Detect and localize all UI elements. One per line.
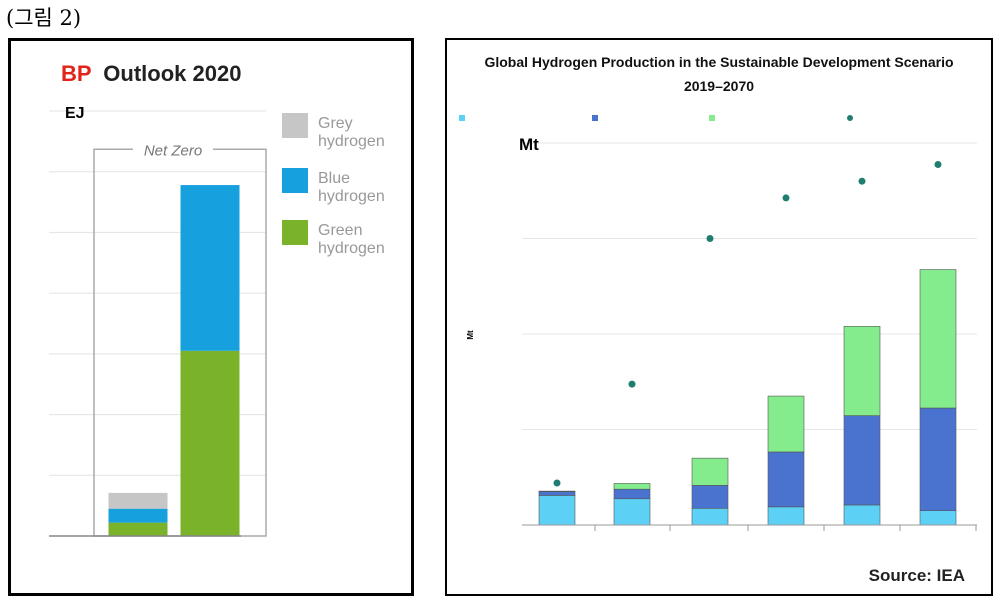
bp-bar-2035-s2 [108, 492, 168, 509]
iea-bar-2030-s1 [613, 488, 651, 500]
iea-source-label: Source: IEA [869, 566, 965, 585]
net-zero-box [93, 148, 267, 537]
iea-bar-2019-s0 [538, 495, 576, 526]
iea-share-dot-2060 [858, 177, 866, 185]
bp-legend-label-0: Grey hydrogen [318, 115, 385, 150]
iea-bar-2040-s0 [691, 507, 729, 526]
iea-legend-swatch-2 [709, 115, 715, 121]
iea-share-dot-2019 [553, 479, 561, 487]
iea-bar-2070-s1 [919, 407, 957, 511]
bp-legend-swatch-1 [282, 168, 308, 193]
iea-panel: Global Hydrogen Production in the Sustai… [445, 38, 993, 596]
iea-chart-svg: Global Hydrogen Production in the Sustai… [459, 54, 977, 585]
iea-x-tick-labels [594, 525, 977, 531]
bp-legend-label-1: Blue hydrogen [318, 170, 385, 205]
iea-bar-2070-s0 [919, 510, 957, 526]
iea-share-dot-2070 [934, 160, 942, 168]
iea-legend-swatch-0 [459, 115, 465, 121]
iea-legend-swatch-1 [592, 115, 598, 121]
iea-legend [459, 115, 853, 121]
bp-bar-2050-s0 [180, 350, 240, 536]
iea-bar-2030-s0 [613, 498, 651, 526]
bp-bars [108, 185, 240, 536]
bp-legend-swatch-0 [282, 113, 308, 138]
bp-gridlines [49, 110, 266, 537]
iea-unit-label: Mt [519, 135, 539, 154]
bp-bar-2050-s1 [180, 185, 240, 351]
iea-bars [538, 269, 957, 526]
bp-brand-title: BP [61, 61, 91, 86]
bp-bar-2035-s0 [108, 522, 168, 536]
bp-title: Outlook 2020 [103, 61, 241, 86]
iea-bar-2050-s1 [767, 451, 805, 508]
iea-title: Global Hydrogen Production in the Sustai… [484, 54, 953, 70]
bp-unit-label: EJ [65, 105, 85, 122]
bp-legend-label-2: Green hydrogen [318, 222, 385, 257]
bp-legend: Grey hydrogen Blue hydrogen Green hydrogen [282, 113, 385, 257]
figure-label: (그림 2) [6, 6, 82, 30]
net-zero-label: Net Zero [144, 142, 202, 159]
iea-gridlines [522, 142, 977, 526]
iea-bar-2040-s2 [691, 457, 729, 486]
iea-y-axis-label: Mt [466, 330, 475, 340]
svg-text:BP Outlook 2020: BP Outlook 2020 [61, 61, 241, 86]
iea-bar-2030-s2 [613, 483, 651, 490]
iea-share-dot-2030 [628, 380, 636, 388]
bp-bar-2035-s1 [108, 508, 168, 523]
iea-subtitle: 2019–2070 [684, 78, 754, 94]
iea-bar-2040-s1 [691, 485, 729, 509]
iea-bar-2060-s0 [843, 504, 881, 526]
iea-bar-2050-s2 [767, 395, 805, 453]
bp-legend-swatch-2 [282, 220, 308, 245]
iea-legend-dot [847, 115, 853, 121]
iea-bar-2050-s0 [767, 506, 805, 526]
iea-share-dots [553, 160, 942, 487]
iea-share-dot-2040 [706, 235, 714, 242]
bp-outlook-panel: BP Outlook 2020 EJ Net Zero Grey hydrogen… [8, 38, 414, 596]
iea-bar-2019-s1 [538, 491, 576, 496]
iea-bar-2070-s2 [919, 269, 957, 409]
iea-bar-2060-s1 [843, 415, 881, 506]
iea-share-dot-2050 [782, 194, 790, 202]
iea-bar-2060-s2 [843, 326, 881, 416]
bp-chart-svg: BP Outlook 2020 EJ Net Zero Grey hydrogen… [49, 61, 385, 537]
